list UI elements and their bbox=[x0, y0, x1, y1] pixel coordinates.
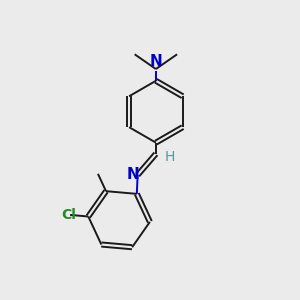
Text: N: N bbox=[126, 167, 139, 182]
Text: N: N bbox=[149, 54, 162, 69]
Text: Cl: Cl bbox=[61, 208, 76, 222]
Text: H: H bbox=[165, 150, 175, 164]
